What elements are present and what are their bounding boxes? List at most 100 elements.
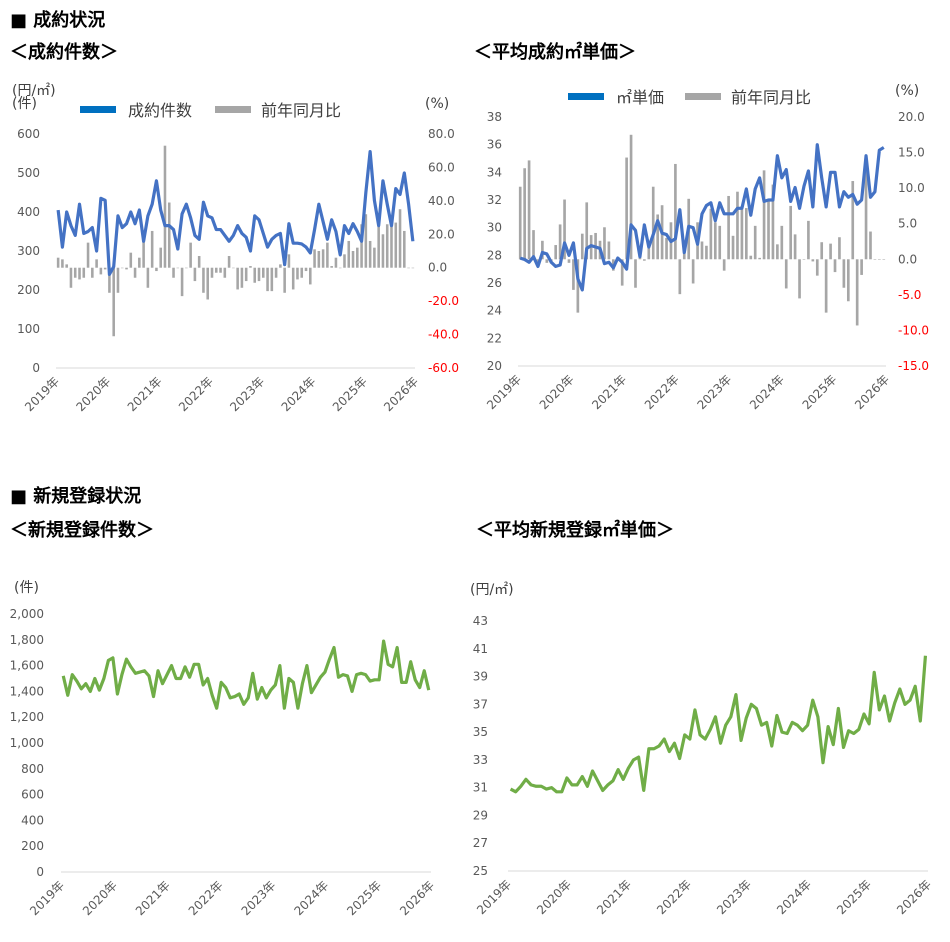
yoy-bar xyxy=(860,259,863,275)
yoy-bar xyxy=(99,267,103,275)
yoy-bar xyxy=(532,230,535,260)
left-axis-unit: (円/㎡) xyxy=(470,582,514,598)
section-heading-contract: ■ 成約状況 xyxy=(10,10,106,31)
yoy-bar xyxy=(56,257,60,268)
yoy-bar xyxy=(257,267,261,282)
yoy-bar xyxy=(185,267,188,269)
yoy-bar xyxy=(842,259,846,288)
yoy-bar xyxy=(338,267,342,269)
yoy-bar xyxy=(223,267,227,278)
y2-tick-label: -10.0 xyxy=(898,323,929,337)
x-tick-label: 2022年 xyxy=(642,372,682,412)
yoy-bar xyxy=(398,209,402,268)
yoy-bar xyxy=(634,259,637,288)
yoy-bar xyxy=(771,184,775,260)
yoy-bar xyxy=(334,257,338,268)
yoy-bar xyxy=(807,220,810,260)
yoy-bar xyxy=(563,199,566,260)
x-tick-label: 2022年 xyxy=(654,877,694,917)
yoy-bar xyxy=(274,267,278,278)
chart-1: 38 36 34 32 30 28 26 24 22 20 (円/㎡) (%) 20.0 15.0 10.0… xyxy=(12,83,929,412)
yoy-bar xyxy=(625,157,628,260)
x-tick-label: 2025年 xyxy=(344,878,384,918)
yoy-bar xyxy=(364,214,368,268)
yoy-bar xyxy=(647,246,651,260)
x-tick-label: 2024年 xyxy=(279,374,319,414)
y-tick-label: 1,200 xyxy=(10,710,44,724)
yoy-bar xyxy=(740,205,744,260)
yoy-bar xyxy=(210,267,214,278)
yoy-bar xyxy=(86,242,90,268)
yoy-bar xyxy=(784,259,788,289)
yoy-bar xyxy=(776,244,779,260)
yoy-bar xyxy=(527,160,531,260)
yoy-bar xyxy=(731,235,735,260)
yoy-bar xyxy=(138,257,141,268)
yoy-bar xyxy=(709,208,713,260)
legend-bar-label: 前年同月比 xyxy=(261,101,341,120)
y-tick-label: 100 xyxy=(17,322,40,336)
yoy-bar xyxy=(745,208,748,260)
yoy-bar xyxy=(69,267,73,288)
x-tick-label: 2025年 xyxy=(800,372,840,412)
yoy-bar xyxy=(758,257,761,260)
yoy-bar xyxy=(558,224,562,260)
x-tick-label: 2019年 xyxy=(22,374,62,414)
y-tick-label: 28 xyxy=(487,248,502,262)
yoy-bar xyxy=(155,267,158,272)
legend-bar-swatch xyxy=(215,106,251,113)
left-axis-unit: (件) xyxy=(12,96,37,112)
yoy-bar xyxy=(287,254,291,268)
legend-line-label: 成約件数 xyxy=(128,101,192,120)
yoy-bar xyxy=(736,191,739,260)
yoy-bar xyxy=(150,230,154,268)
yoy-bar xyxy=(373,247,376,268)
legend-bar-swatch xyxy=(685,93,721,100)
yoy-bar xyxy=(518,186,522,260)
y-tick-label: 1,000 xyxy=(10,736,44,750)
yoy-bar xyxy=(356,247,359,268)
yoy-bar xyxy=(869,231,872,260)
yoy-bar xyxy=(394,222,398,268)
x-tick-label: 2024年 xyxy=(774,877,814,917)
y2-tick-label: -40.0 xyxy=(428,328,459,342)
yoy-bar xyxy=(326,242,329,268)
y-tick-label: 0 xyxy=(32,361,40,375)
yoy-bar xyxy=(691,259,695,284)
y2-tick-label: -5.0 xyxy=(898,288,921,302)
yoy-bar xyxy=(572,259,575,290)
x-tick-label: 2019年 xyxy=(27,878,67,918)
yoy-bar xyxy=(718,225,722,260)
x-tick-label: 2021年 xyxy=(133,878,173,918)
yoy-bar xyxy=(73,267,77,278)
yoy-bar xyxy=(244,267,248,282)
yoy-bar xyxy=(678,259,682,295)
yoy-bar xyxy=(172,267,175,278)
legend-line-swatch xyxy=(80,106,116,113)
y-tick-label: 0 xyxy=(36,865,44,879)
yoy-bar xyxy=(146,267,150,288)
yoy-bar xyxy=(390,222,393,268)
yoy-bar xyxy=(815,259,819,276)
yoy-bar xyxy=(91,267,94,278)
y-tick-label: 41 xyxy=(473,642,488,656)
y2-tick-label: 80.0 xyxy=(428,127,455,141)
y-tick-label: 400 xyxy=(21,813,44,827)
y2-tick-label: 20.0 xyxy=(898,110,925,124)
yoy-bar xyxy=(798,259,801,299)
y-tick-label: 200 xyxy=(17,283,40,297)
yoy-bar xyxy=(236,267,239,290)
yoy-bar xyxy=(829,243,832,260)
yoy-bar xyxy=(309,267,312,285)
y-tick-label: 2,000 xyxy=(10,607,44,621)
y-tick-label: 26 xyxy=(487,276,502,290)
chart-title-contract-count: ＜成約件数＞ xyxy=(10,42,118,63)
yoy-bar xyxy=(351,251,355,268)
yoy-bar xyxy=(253,267,257,283)
yoy-bar xyxy=(651,186,655,260)
x-tick-label: 2026年 xyxy=(852,372,892,412)
section-heading-registration: ■ 新規登録状況 xyxy=(10,486,142,507)
x-tick-label: 2021年 xyxy=(594,877,634,917)
yoy-bar xyxy=(360,224,363,268)
yoy-bar xyxy=(385,224,389,268)
